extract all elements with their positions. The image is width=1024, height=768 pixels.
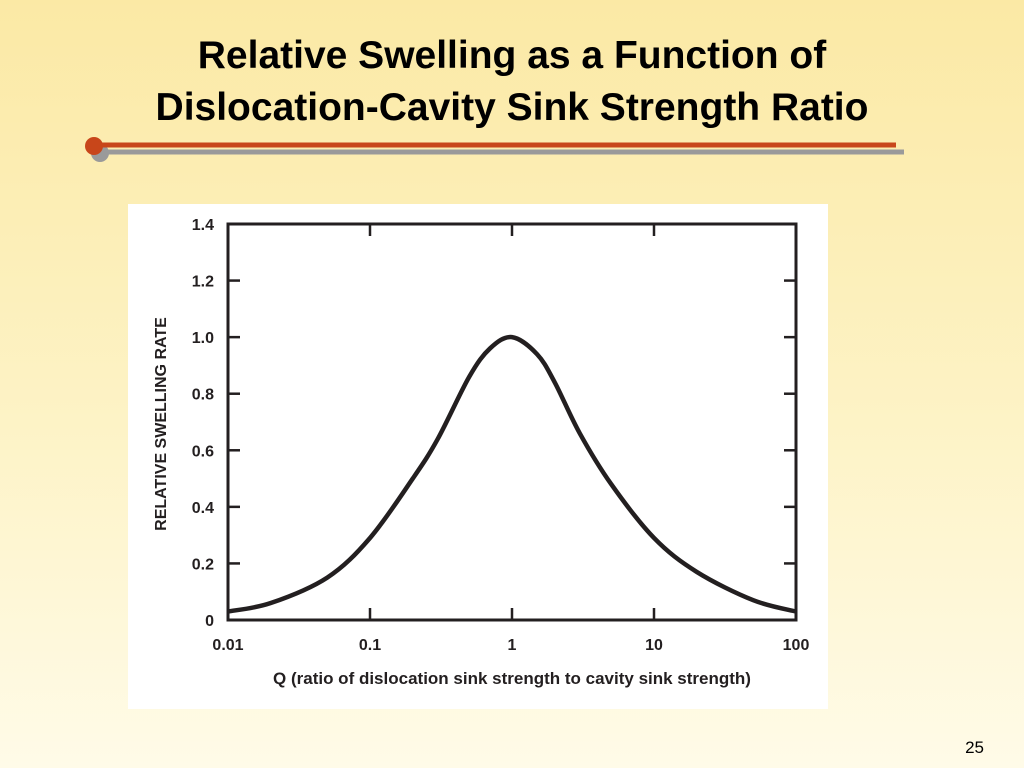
page-number: 25 <box>965 738 984 757</box>
y-tick-label: 0.8 <box>192 387 214 404</box>
x-tick-label: 1 <box>508 637 517 654</box>
swelling-chart: 0.01 0.1 1 10 100 0 0.2 0.4 0.6 0.8 1.0 1.2 1.4 Q (r… <box>153 217 810 688</box>
title-rule-dot <box>85 137 103 155</box>
y-tick-label: 0.2 <box>192 556 214 573</box>
slide-title-line-1: Relative Swelling as a Function of <box>197 34 827 77</box>
y-axis-label: RELATIVE SWELLING RATE <box>153 317 170 531</box>
slide-title: Relative Swelling as a Function of Dislo… <box>40 30 984 134</box>
title-underline-rule <box>85 137 904 162</box>
x-axis-label: Q (ratio of dislocation sink strength to… <box>273 669 751 688</box>
x-tick-label: 0.01 <box>212 637 243 654</box>
y-tick-label: 1.0 <box>192 330 214 347</box>
y-tick-label: 1.4 <box>192 217 214 234</box>
x-tick-label: 0.1 <box>359 637 381 654</box>
y-tick-label: 0 <box>205 613 214 630</box>
y-tick-label: 0.6 <box>192 443 214 460</box>
x-tick-label: 10 <box>645 637 663 654</box>
x-tick-label: 100 <box>783 637 810 654</box>
chart-panel: 0.01 0.1 1 10 100 0 0.2 0.4 0.6 0.8 1.0 1.2 1.4 Q (r… <box>128 204 828 709</box>
slide-title-line-2: Dislocation-Cavity Sink Strength Ratio <box>155 86 869 129</box>
series-line-swelling-rate <box>227 334 797 614</box>
plot-frame <box>226 222 798 622</box>
y-tick-label: 0.4 <box>192 500 214 517</box>
y-tick-label: 1.2 <box>192 274 214 291</box>
